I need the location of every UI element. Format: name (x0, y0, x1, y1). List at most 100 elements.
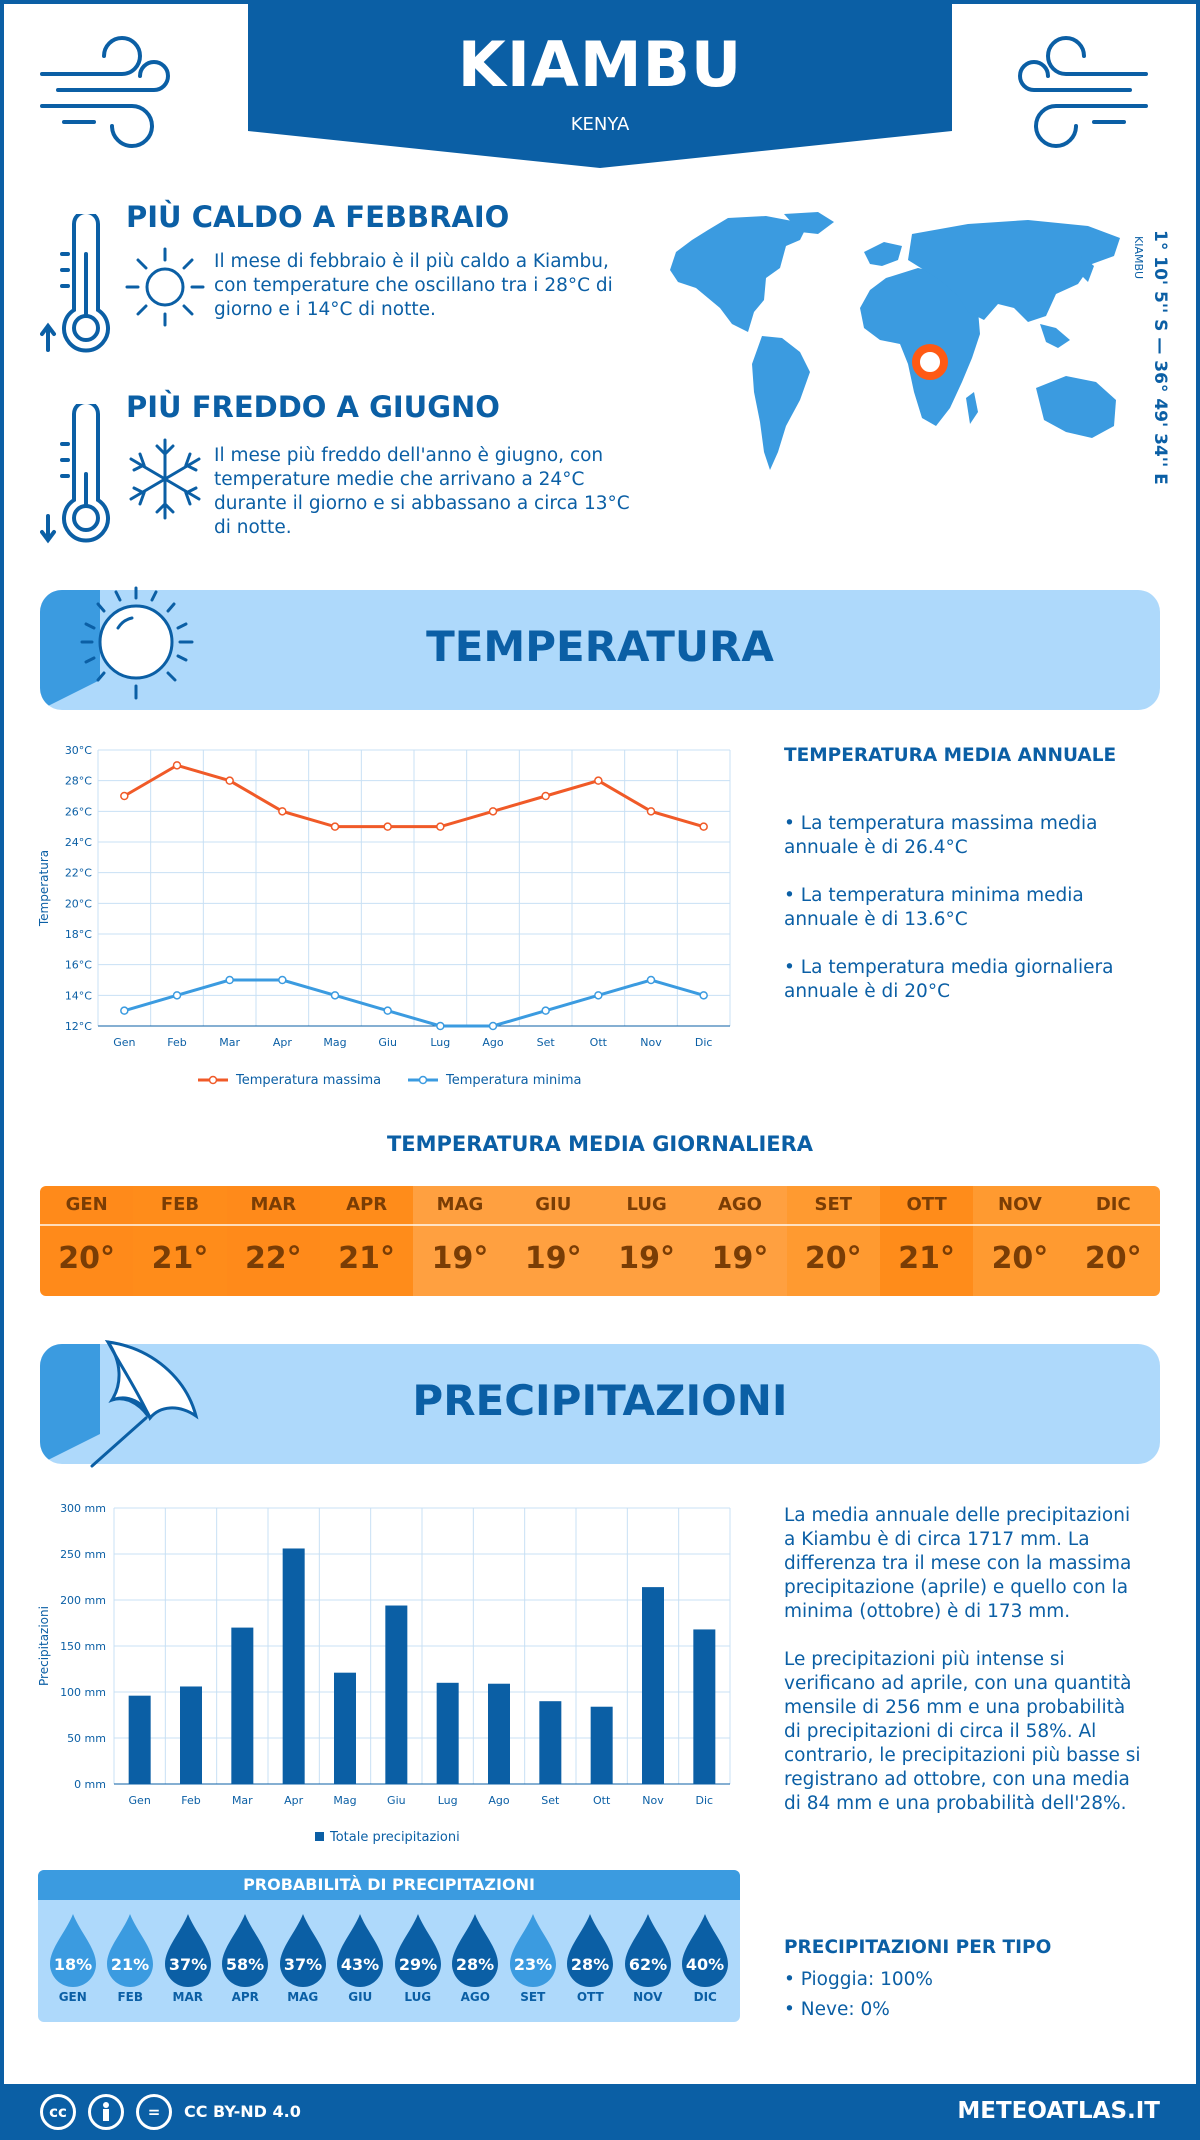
site-link[interactable]: METEOATLAS.IT (957, 2098, 1160, 2124)
probability-month: APR (231, 1990, 259, 2004)
temperature-annual-info: TEMPERATURA MEDIA ANNUALE • La temperatu… (784, 744, 1144, 1028)
rain-share: • Pioggia: 100% (784, 1969, 933, 1990)
probability-value: 28% (456, 1955, 494, 1974)
daily-month-label: APR (346, 1194, 388, 1215)
drop-shape (624, 1914, 671, 1987)
drop-shape (107, 1914, 154, 1987)
probability-drop: 29% LUG (389, 1912, 447, 2004)
raindrop-icon: 40% (682, 1914, 729, 1987)
probability-drop: 21% FEB (102, 1912, 160, 2004)
wind-icon (1018, 36, 1148, 148)
temperature-banner: TEMPERATURA (40, 586, 1160, 710)
bar (231, 1627, 254, 1784)
y-tick-label: 150 mm (60, 1640, 106, 1653)
data-point (225, 776, 234, 785)
daily-temp-value: 19° (413, 1224, 507, 1296)
probability-drop: 62% NOV (619, 1912, 677, 2004)
x-tick-label: Lug (430, 1036, 450, 1049)
location-label: KIAMBU (1132, 236, 1145, 280)
x-tick-label: Mag (333, 1794, 356, 1807)
x-tick-label: Feb (167, 1036, 186, 1049)
raindrop-icon: 23% (509, 1914, 556, 1987)
probability-month: LUG (404, 1990, 432, 2004)
daily-temp-value: 19° (599, 1224, 694, 1296)
probability-month: MAR (172, 1990, 203, 2004)
y-tick-label: 22°C (65, 867, 92, 880)
thermometer-down-icon (40, 404, 110, 544)
daily-month-label: MAR (250, 1194, 297, 1215)
x-tick-label: Gen (129, 1794, 151, 1807)
probability-month: OTT (576, 1990, 604, 2004)
daily-temp-value: 19° (506, 1224, 600, 1296)
hottest-title: PIÙ CALDO A FEBBRAIO (126, 200, 510, 234)
location-marker (912, 344, 948, 380)
probability-value: 37% (284, 1955, 322, 1974)
probability-drop: 40% DIC (677, 1912, 735, 2004)
data-point (172, 761, 182, 770)
legend-label: Temperatura minima (445, 1073, 582, 1088)
raindrop-icon: 37% (279, 1914, 326, 1987)
daily-month-label: FEB (160, 1194, 200, 1215)
daily-temp-cell: FEB 21° (133, 1186, 227, 1296)
temperature-title: TEMPERATURA (426, 622, 774, 671)
data-point (488, 1021, 498, 1031)
data-point (120, 791, 129, 801)
daily-month-label: DIC (1095, 1194, 1131, 1215)
daily-temp-cell: OTT 21° (879, 1186, 974, 1296)
data-point (120, 1006, 129, 1015)
annual-min-text: • La temperatura minima media annuale è … (784, 885, 1084, 930)
probability-drop: 37% MAG (274, 1912, 332, 2004)
raindrop-icon: 18% (49, 1914, 96, 1987)
x-tick-label: Mar (219, 1036, 240, 1049)
drop-shape (164, 1914, 211, 1987)
daily-temp-value: 20° (973, 1224, 1067, 1296)
data-point (278, 807, 287, 816)
y-tick-label: 16°C (65, 959, 92, 972)
drop-shape (49, 1914, 96, 1987)
probability-value: 21% (111, 1955, 149, 1974)
x-tick-label: Giu (387, 1794, 406, 1807)
type-title: PRECIPITAZIONI PER TIPO (784, 1937, 1052, 1958)
probability-value: 23% (514, 1955, 552, 1974)
y-axis-title: Temperatura (37, 850, 51, 927)
snow-share: • Neve: 0% (784, 1999, 890, 2020)
probability-drop: 23% SET (504, 1912, 562, 2004)
probability-drop: 43% GIU (332, 1912, 390, 2004)
city-name: KIAMBU (457, 28, 743, 101)
annual-mean-text: • La temperatura media giornaliera annua… (784, 957, 1114, 1002)
daily-temp-cell: GIU 19° (506, 1186, 600, 1296)
data-point (699, 822, 708, 831)
data-point (541, 1006, 550, 1015)
probability-drop: 37% MAR (159, 1912, 217, 2004)
data-point (278, 975, 287, 985)
raindrop-icon: 37% (164, 1914, 211, 1987)
probability-value: 40% (686, 1955, 724, 1974)
precipitation-banner: PRECIPITAZIONI (40, 1340, 1160, 1468)
data-point (646, 807, 656, 816)
daily-temp-cell: NOV 20° (973, 1186, 1067, 1296)
drop-shape (337, 1914, 384, 1987)
drop-shape (394, 1914, 441, 1987)
sun-icon (125, 247, 205, 327)
precipitation-summary: La media annuale delle precipitazioni a … (784, 1504, 1144, 1840)
raindrop-icon: 58% (222, 1914, 269, 1987)
y-tick-label: 12°C (65, 1020, 92, 1033)
legend-marker (418, 1075, 428, 1085)
license-label: CC BY-ND 4.0 (184, 2102, 301, 2121)
probability-drop: 18% GEN (44, 1912, 102, 2004)
daily-temp-cell: DIC 20° (1066, 1186, 1160, 1296)
hottest-text: Il mese di febbraio è il più caldo a Kia… (214, 251, 613, 320)
probability-value: 18% (54, 1955, 92, 1974)
x-tick-label: Dic (696, 1794, 714, 1807)
y-tick-label: 0 mm (74, 1778, 106, 1791)
x-tick-label: Feb (181, 1794, 200, 1807)
drop-shape (279, 1914, 326, 1987)
probability-month: MAG (287, 1990, 319, 2004)
drop-shape (682, 1914, 729, 1987)
probability-month: DIC (693, 1990, 717, 2004)
data-point (330, 991, 340, 1000)
data-point (436, 1021, 445, 1031)
drop-shape (567, 1914, 614, 1987)
probability-value: 28% (571, 1955, 609, 1974)
y-tick-label: 250 mm (60, 1548, 106, 1561)
